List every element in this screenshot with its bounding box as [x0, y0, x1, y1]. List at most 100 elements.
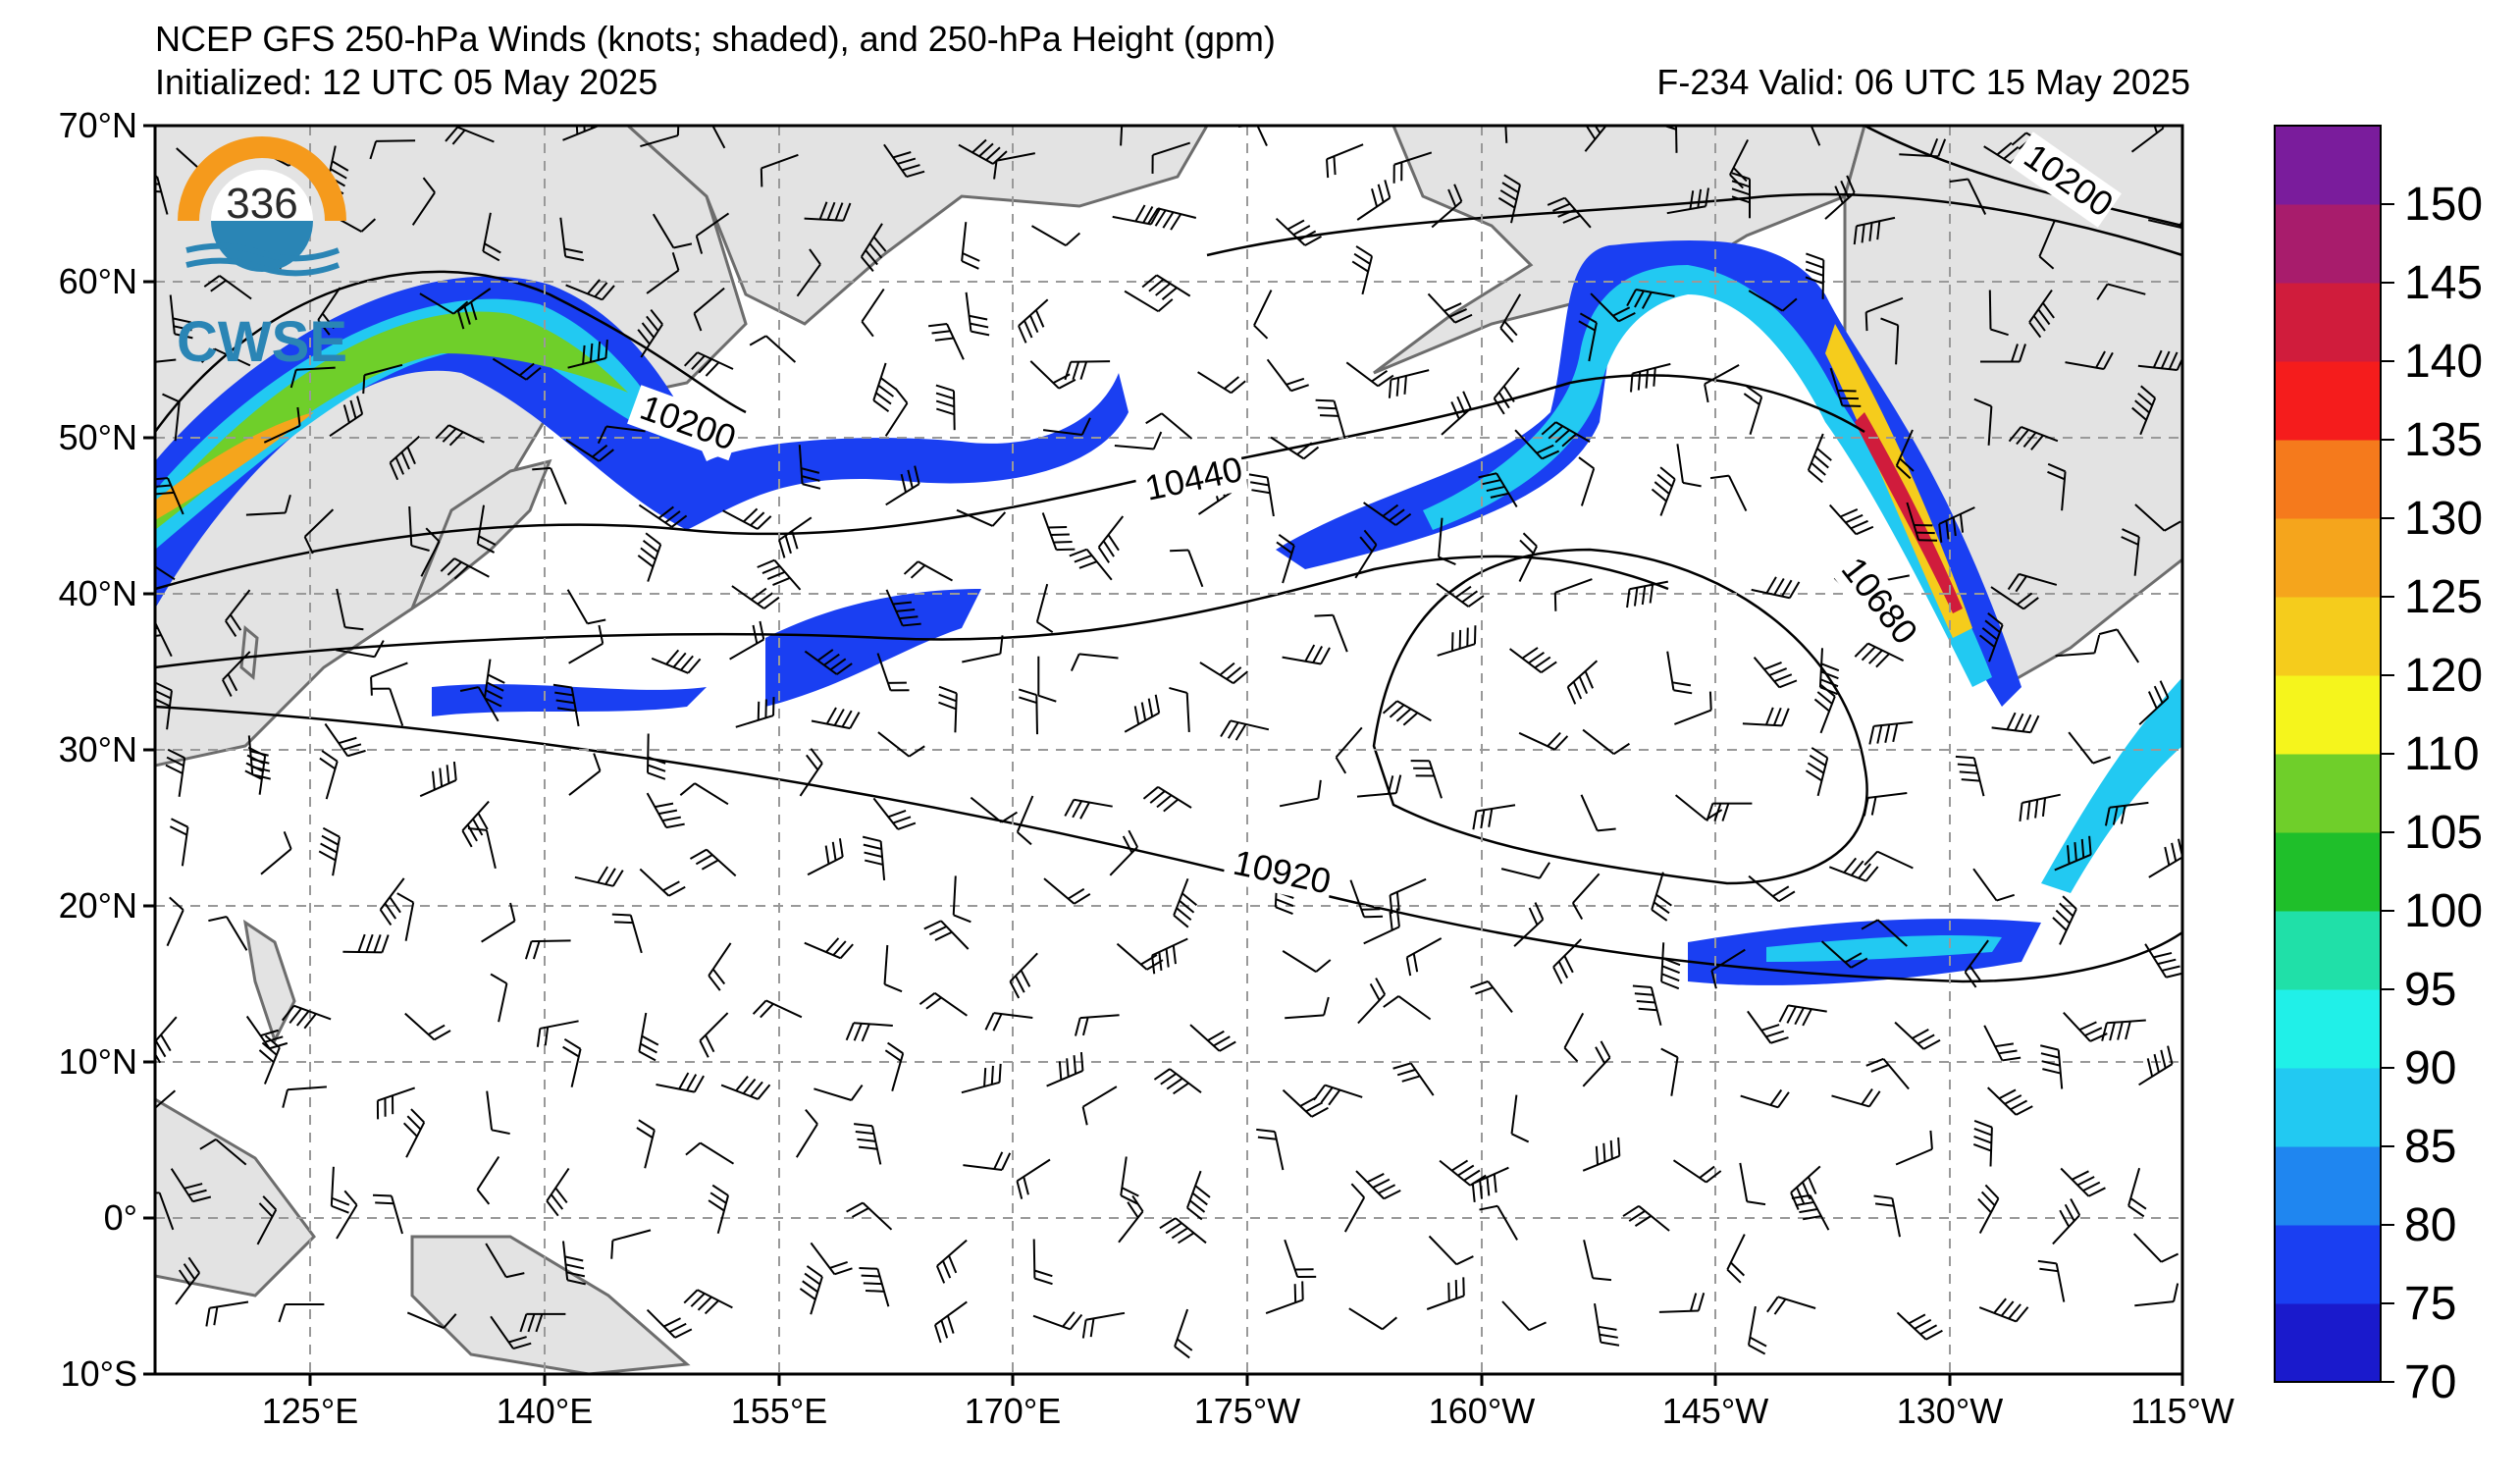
wind-barb [1674, 691, 1712, 725]
wind-barb [647, 733, 666, 780]
wind-barb [1747, 1305, 1767, 1355]
wind-barb [1199, 662, 1249, 685]
wind-barb [1153, 1068, 1202, 1095]
wind-barb [1973, 397, 1993, 446]
wind-barb [568, 753, 602, 796]
wind-barb [1356, 774, 1402, 798]
wind-barb [1964, 939, 1989, 988]
wind-barb [2098, 628, 2140, 663]
wind-barb [1938, 506, 1975, 543]
wind-barb [778, 516, 813, 558]
contour-mid [155, 555, 1669, 669]
colorbar-tick-label: 145 [2404, 257, 2483, 309]
wind-barb [1282, 644, 1331, 665]
wind-barb [884, 388, 909, 437]
wind-barb [938, 685, 958, 733]
wind-barb [2054, 835, 2092, 872]
wind-barb [565, 439, 614, 462]
wind-barb [1441, 391, 1472, 436]
wind-barb [883, 143, 925, 179]
colorbar-segment [2275, 440, 2381, 519]
land-philippines [242, 919, 296, 1044]
wind-barb [1174, 1308, 1193, 1359]
wind-barb [1949, 178, 1987, 215]
wind-barb [155, 681, 173, 730]
wind-barb [1471, 1166, 1509, 1202]
wind-barb [1828, 857, 1879, 882]
wind-barb [402, 1108, 426, 1158]
wind-barb [1189, 1024, 1236, 1052]
wind-barb [1553, 578, 1593, 611]
wind-barb [1709, 474, 1748, 512]
wind-barb [2047, 462, 2067, 511]
wind-barb [919, 992, 968, 1017]
wind-barb [222, 651, 251, 697]
wind-barb [804, 649, 853, 675]
wind-barb [208, 916, 248, 951]
wind-barb [2134, 1283, 2179, 1307]
wind-barb [685, 1141, 735, 1165]
wind-barb [1357, 978, 1387, 1025]
wind-barb [1778, 1004, 1827, 1027]
wind-barb [993, 152, 1035, 180]
wind-barb [1345, 361, 1394, 388]
wind-barb [1829, 367, 1862, 407]
wind-barb [1704, 364, 1740, 403]
wind-barb [1541, 421, 1591, 448]
map-title: NCEP GFS 250-hPa Winds (knots; shaded), … [155, 19, 1276, 59]
wind-barb [1676, 444, 1702, 488]
lat-label: 10°S [61, 1353, 137, 1394]
wind-barb [559, 217, 584, 262]
wind-barb [1895, 1130, 1933, 1166]
colorbar-segment [2275, 597, 2381, 676]
land-indonesia [155, 1097, 316, 1298]
wind-barb [329, 396, 364, 438]
wind-barb [1355, 1170, 1401, 1200]
wind-barb [1807, 433, 1832, 484]
wind-barb [845, 1022, 893, 1042]
wind-barb [1868, 720, 1914, 745]
wind-barb [536, 1020, 579, 1047]
wind-barb [1478, 472, 1518, 508]
wind-barb [695, 212, 730, 254]
wind-barb [2101, 1019, 2146, 1041]
wind-barb [884, 1041, 905, 1091]
wind-barb [483, 659, 505, 708]
wind-barb [970, 796, 1019, 823]
wind-barb [1791, 126, 1821, 146]
wind-barb [749, 335, 797, 363]
wind-barb [1170, 549, 1204, 588]
wind-barb [610, 1229, 652, 1259]
wind-barb [1035, 583, 1054, 634]
wind-barb [637, 308, 663, 358]
colorbar-tick-label: 90 [2404, 1042, 2456, 1094]
wind-barb [1220, 719, 1270, 741]
wind-barb [1864, 296, 1904, 332]
wind-barb [165, 748, 186, 797]
wind-barb [162, 393, 181, 442]
wind-barb [476, 1155, 500, 1205]
wind-barb [883, 944, 903, 993]
wind-barb [2052, 895, 2077, 945]
wind-barb [1853, 216, 1896, 245]
wind-barb [258, 1034, 281, 1085]
wind-barb [683, 351, 734, 377]
wind-barb [651, 649, 702, 674]
wind-barb [1112, 204, 1162, 226]
wind-barb [1392, 151, 1433, 184]
wind-barb [1894, 1021, 1941, 1050]
wind-barb [1748, 290, 1798, 312]
contour-alaska-north [1206, 192, 2182, 257]
wind-barb [962, 635, 1004, 663]
wind-barb [404, 1012, 451, 1041]
wind-barb [1282, 950, 1332, 973]
wind-barb [859, 1266, 890, 1307]
wind-barb [1493, 367, 1520, 415]
colorbar-segment [2275, 126, 2381, 205]
wind-barb [1861, 919, 1908, 947]
wind-barb [799, 748, 823, 797]
wind-barb [1513, 902, 1545, 947]
wind-barb [1582, 1137, 1621, 1172]
wind-barb [524, 939, 571, 960]
wind-barb [652, 213, 693, 249]
